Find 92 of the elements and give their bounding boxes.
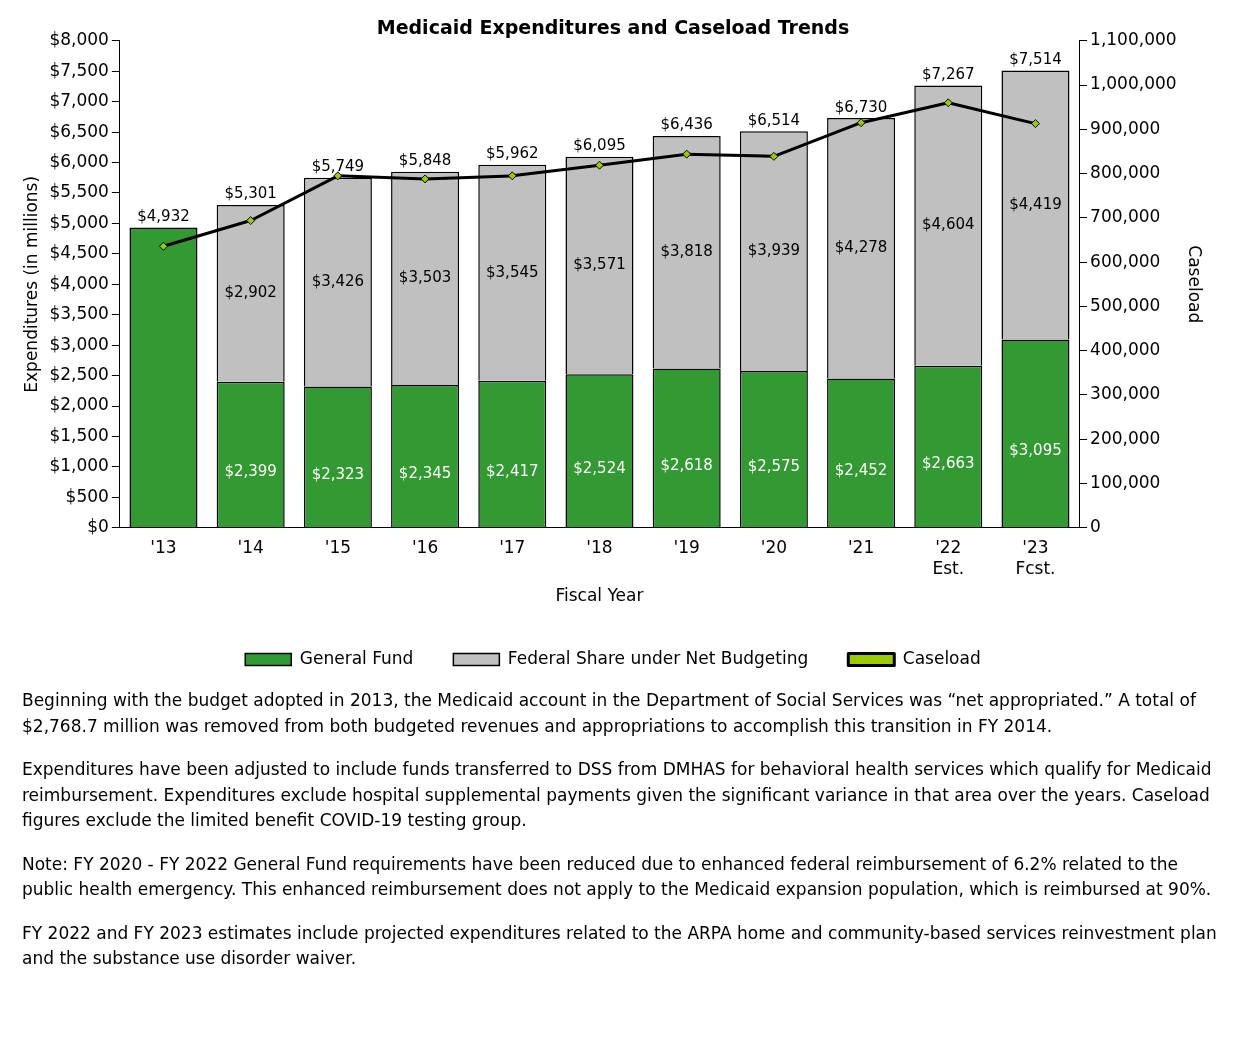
x-tick-label: '13 [150, 537, 177, 558]
legend-label: Caseload [902, 647, 981, 668]
chart-title: Medicaid Expenditures and Caseload Trends [376, 16, 850, 39]
x-tick-label: '20 [760, 537, 788, 558]
x-tick-label: '16 [411, 537, 439, 558]
y-tick-label: $2,000 [49, 394, 109, 415]
y-tick-label: $4,500 [49, 242, 109, 263]
x-tick-label: '23 Fcst. [1015, 537, 1056, 578]
point [594, 160, 604, 170]
data-label: $2,575 [747, 457, 801, 476]
x-tick-label: '21 [847, 537, 875, 558]
y2-axis-title: Caseload [1185, 245, 1206, 324]
data-label: $2,417 [486, 461, 539, 480]
y-tick-label: $5,000 [49, 211, 109, 232]
total-label: $5,301 [224, 184, 277, 203]
y-tick-label: $500 [65, 485, 109, 506]
point [682, 149, 692, 159]
y2-tick-label: 1,100,000 [1090, 29, 1177, 50]
x-tick-label: '18 [586, 537, 613, 558]
data-label: $3,939 [747, 241, 801, 260]
total-label: $6,095 [573, 136, 626, 155]
text: Note: FY 2020 - FY 2022 General Fund requirements have been reduced due to enhanced federal reimbursement of 6.2% related to the public health emergency. This enhanced reimbursement does not apply to the Medicaid expansion population, which is reimbursed at 90%. [22, 852, 1213, 901]
y2-tick-label: 600,000 [1090, 250, 1161, 271]
y-tick-label: $4,000 [49, 272, 109, 293]
y2-tick-label: 300,000 [1090, 383, 1161, 404]
data-label: $4,604 [922, 215, 975, 234]
data-label: $2,902 [224, 283, 277, 302]
text: Expenditures have been adjusted to include funds transferred to DSS from DMHAS for behavioral health services which qualify for Medicaid reimbursement. Expenditures exclude hospital supplemental payments given the significant variance in that area over the years. Caseload figures exclude the limited benefit COVID-19 testing group. [22, 758, 1213, 832]
y-tick-label: $6,000 [49, 150, 109, 171]
data-label: $2,452 [834, 460, 888, 479]
y2-tick-label: 700,000 [1090, 206, 1161, 227]
data-label: $3,503 [398, 268, 452, 287]
text: FY 2022 and FY 2023 estimates include projected expenditures related to the ARPA home and community-based services reinvestment plan and the substance use disorder waiver. [22, 921, 1218, 970]
data-label: $2,663 [922, 454, 975, 473]
total-label: $5,749 [311, 157, 365, 176]
total-label: $7,514 [1009, 49, 1062, 68]
legend-label: General Fund [299, 647, 414, 668]
total-label: $5,962 [486, 144, 539, 163]
y-tick-label: $5,500 [49, 181, 109, 202]
x-tick-label: '19 [673, 537, 700, 558]
y2-tick-label: 200,000 [1090, 427, 1161, 448]
y-tick-label: $3,000 [49, 333, 109, 354]
data-label: $2,345 [398, 464, 452, 483]
text: Beginning with the budget adopted in 2013, the Medicaid account in the Department of Social Services was “net appropriated.” A total of $2,768.7 million was removed from both budgeted revenues and appropriations to accomplish this transition in FY 2014. [22, 689, 1198, 738]
y2-tick-label: 800,000 [1090, 162, 1161, 183]
y2-tick-label: 900,000 [1090, 117, 1161, 138]
point [943, 98, 953, 108]
y2-tick-label: 100,000 [1090, 471, 1161, 492]
point [158, 241, 168, 251]
y-tick-label: $8,000 [49, 29, 109, 50]
total-label: $5,848 [398, 151, 452, 170]
y2-tick-label: 1,000,000 [1090, 73, 1177, 94]
point [507, 171, 517, 181]
y-tick-label: $6,500 [49, 120, 109, 141]
legend-label: Federal Share under Net Budgeting [507, 647, 809, 668]
data-label: $4,419 [1009, 194, 1062, 213]
data-label: $3,818 [660, 242, 713, 261]
data-label: $3,571 [573, 255, 626, 274]
total-label: $6,514 [747, 110, 801, 129]
total-label: $6,730 [834, 97, 888, 116]
point [769, 151, 779, 161]
data-label: $3,426 [311, 272, 365, 290]
x-axis-title: Fiscal Year [555, 585, 644, 606]
x-tick-label: '15 [324, 537, 352, 558]
point [420, 174, 430, 184]
y-tick-label: $2,500 [49, 364, 109, 385]
x-tick-label: '14 [237, 537, 264, 558]
data-label: $4,278 [834, 238, 888, 257]
data-label: $2,524 [573, 458, 626, 477]
x-tick-label: '22 Est. [932, 537, 965, 578]
y-tick-label: $1,500 [49, 424, 109, 445]
total-label: $6,436 [660, 115, 713, 134]
y-axis-title: Expenditures (in millions) [20, 175, 41, 393]
total-label: $7,267 [922, 64, 975, 83]
y2-tick-label: 400,000 [1090, 339, 1161, 360]
y-tick-label: $0 [87, 516, 109, 537]
y2-tick-label: 0 [1090, 516, 1101, 537]
point [856, 118, 866, 128]
data-label: $3,545 [486, 262, 539, 281]
data-label: $2,323 [311, 464, 365, 483]
data-label: $3,095 [1009, 441, 1062, 460]
y2-tick-label: 500,000 [1090, 294, 1161, 315]
x-tick-label: '17 [499, 537, 526, 558]
y-tick-label: $7,500 [49, 59, 109, 80]
y-tick-label: $1,000 [49, 455, 109, 476]
total-label: $4,932 [137, 206, 190, 225]
data-label: $2,399 [224, 462, 277, 481]
point [1030, 119, 1040, 129]
point [246, 216, 256, 226]
data-label: $2,618 [660, 455, 713, 474]
y-tick-label: $3,500 [49, 303, 109, 324]
y-tick-label: $7,000 [49, 90, 109, 111]
